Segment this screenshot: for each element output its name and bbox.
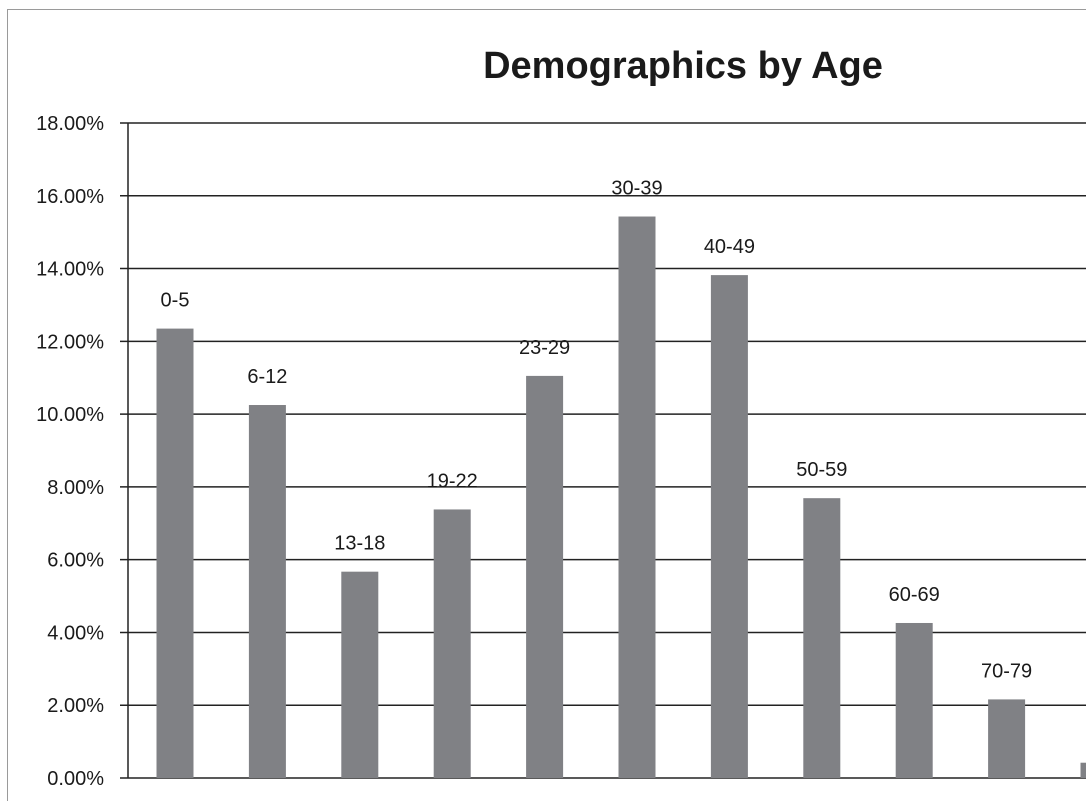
bar-label: 19-22: [427, 470, 478, 492]
bar: [618, 216, 656, 779]
bar-label: 40-49: [704, 236, 755, 258]
bar-label: 6-12: [247, 366, 287, 388]
bar: [803, 498, 841, 778]
y-axis-ticks: 0.00% 2.00% 4.00% 6.00% 8.00% 10.00% 12.00% 14.…: [36, 113, 104, 790]
bar: [248, 405, 286, 778]
y-tick-label: 16.00%: [36, 186, 104, 208]
y-tick-label: 8.00%: [47, 477, 104, 499]
bar-label: 60-69: [889, 584, 940, 606]
bar-label: 50-59: [796, 459, 847, 481]
y-tick-label: 2.00%: [47, 695, 104, 717]
y-tick-label: 18.00%: [36, 113, 104, 135]
bar: [1080, 762, 1086, 778]
bar-label: 0-5: [161, 290, 190, 312]
bar-label: 30-39: [611, 178, 662, 200]
y-tick-label: 6.00%: [47, 550, 104, 572]
bar: [895, 622, 933, 778]
bar: [988, 699, 1026, 778]
bars: [156, 216, 1086, 779]
bar: [341, 571, 379, 778]
y-tick-label: 0.00%: [47, 768, 104, 790]
y-tick-label: 10.00%: [36, 404, 104, 426]
bar-label: 23-29: [519, 337, 570, 359]
y-tick-label: 4.00%: [47, 622, 104, 644]
chart-title: Demographics by Age: [483, 45, 883, 87]
y-tick-label: 14.00%: [36, 259, 104, 281]
bar-label: 13-18: [334, 533, 385, 555]
bar-label: 70-79: [981, 660, 1032, 682]
bar: [526, 375, 564, 778]
y-tick-label: 12.00%: [36, 331, 104, 353]
data-labels: 0-5 6-12 13-18 19-22 23-29 30-39 40-49 50-59 60-…: [161, 178, 1033, 683]
bar: [433, 509, 471, 778]
bar: [710, 275, 748, 778]
bar: [156, 328, 194, 778]
